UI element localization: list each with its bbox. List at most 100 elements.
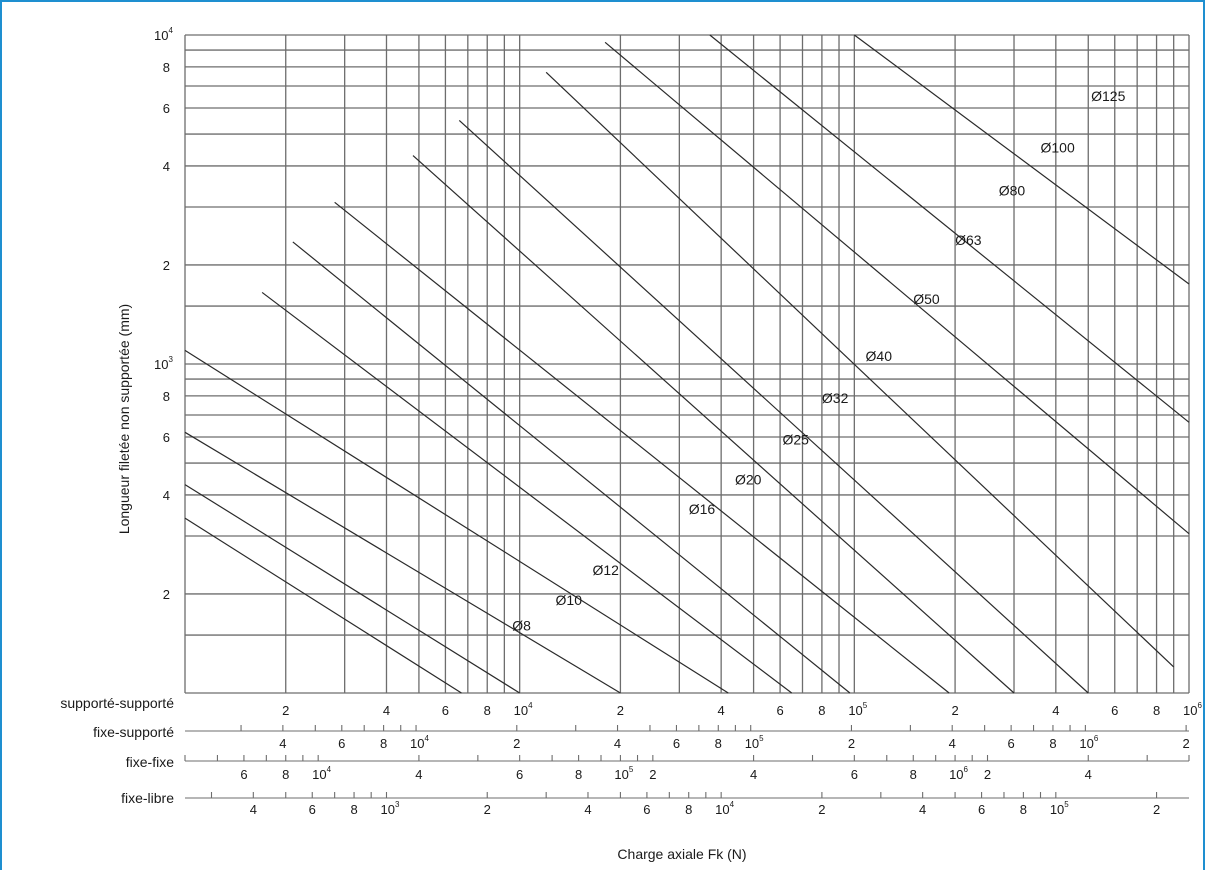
scale-tick-label: 8: [350, 802, 357, 817]
series-label: Ø50: [913, 291, 940, 307]
scale-tick-label: 4: [718, 703, 725, 718]
scale-tick-label: 2: [484, 802, 491, 817]
y-tick-label: 4: [163, 488, 170, 503]
scale-tick-label: 2: [1153, 802, 1160, 817]
scale-tick-label: 2: [282, 703, 289, 718]
scale-tick-label: 6: [673, 736, 680, 751]
scale-tick-label: 106: [1079, 734, 1098, 751]
scale-fixe-fixe: fixe-fixe 6 8 104 4 6 8 105 2 4 6 8 106 2 4: [126, 754, 1190, 782]
scale-tick-label: 104: [312, 765, 331, 782]
series-label: Ø25: [782, 431, 809, 447]
scale-name: fixe-supporté: [93, 724, 174, 740]
scale-tick-label: 6: [240, 767, 247, 782]
scale-tick-label: 6: [516, 767, 523, 782]
scale-tick-label: 105: [614, 765, 633, 782]
series-label: Ø10: [556, 592, 583, 608]
y-axis-label: Longueur filetée non supportée (mm): [116, 304, 132, 534]
scale-tick-label: 6: [851, 767, 858, 782]
series-line: [261, 291, 793, 694]
series-line: [184, 484, 520, 694]
y-tick-label: 104: [154, 26, 173, 43]
series-line: [184, 517, 462, 694]
scale-tick-label: 6: [338, 736, 345, 751]
series-labels: Ø8 Ø10 Ø12 Ø16 Ø20 Ø25 Ø32 Ø40 Ø50 Ø63 Ø80 Ø100 Ø125: [512, 88, 1125, 633]
scale-tick-label: 6: [1008, 736, 1015, 751]
scale-tick-label: 104: [410, 734, 429, 751]
series-line: [604, 41, 1190, 535]
scale-tick-label: 2: [984, 767, 991, 782]
series-label: Ø32: [822, 390, 849, 406]
scale-tick-label: 2: [617, 703, 624, 718]
y-tick-label: 6: [163, 101, 170, 116]
scale-tick-label: 8: [282, 767, 289, 782]
scale-tick-label: 4: [584, 802, 591, 817]
scale-tick-label: 4: [1052, 703, 1059, 718]
scale-tick-label: 105: [745, 734, 764, 751]
scale-tick-label: 8: [818, 703, 825, 718]
scale-tick-label: 106: [949, 765, 968, 782]
scale-tick-label: 104: [514, 701, 533, 718]
scale-tick-label: 6: [1111, 703, 1118, 718]
scale-supporté-supporté: supporté-supporté 2 4 6 8 104 2 4 6 8 105 2 4 6 8 106: [60, 695, 1202, 718]
scale-tick-label: 4: [614, 736, 621, 751]
scale-name: fixe-libre: [121, 790, 174, 806]
scale-tick-label: 4: [279, 736, 286, 751]
scale-tick-label: 8: [910, 767, 917, 782]
scale-fixe-libre: fixe-libre 4 6 8 103 2 4 6 8 104 2 4 6 8 105 2: [121, 790, 1189, 817]
y-tick-label: 6: [163, 430, 170, 445]
scale-tick-label: 8: [575, 767, 582, 782]
scale-tick-label: 4: [250, 802, 257, 817]
series-line: [184, 349, 729, 694]
scale-fixe-supporté: fixe-supporté 4 6 8 104 2 4 6 8 105 2 4 6 8 106 2: [93, 724, 1190, 751]
series-label: Ø63: [955, 232, 982, 248]
scale-tick-label: 6: [309, 802, 316, 817]
x-axis-label: Charge axiale Fk (N): [617, 846, 746, 862]
scale-tick-label: 8: [1020, 802, 1027, 817]
scale-tick-label: 4: [383, 703, 390, 718]
scale-tick-label: 2: [818, 802, 825, 817]
scale-tick-label: 105: [1050, 800, 1069, 817]
scale-tick-label: 2: [513, 736, 520, 751]
series-line: [853, 34, 1190, 285]
y-tick-label: 8: [163, 60, 170, 75]
y-tick-label: 103: [154, 355, 173, 372]
scale-tick-label: 8: [1153, 703, 1160, 718]
series-line: [334, 201, 950, 694]
y-axis-ticks: 2 4 6 8 103 2 4 6 8 104: [154, 26, 173, 602]
series-label: Ø100: [1041, 139, 1075, 155]
series-label: Ø8: [512, 617, 531, 633]
series-label: Ø16: [689, 501, 716, 517]
scale-tick-label: 105: [848, 701, 867, 718]
y-tick-label: 2: [163, 587, 170, 602]
scale-tick-label: 2: [1183, 736, 1190, 751]
scale-tick-label: 6: [978, 802, 985, 817]
series-line: [545, 71, 1175, 668]
scale-tick-label: 6: [776, 703, 783, 718]
series-line: [292, 241, 851, 694]
series-label: Ø12: [592, 562, 619, 578]
scale-tick-label: 4: [415, 767, 422, 782]
scale-tick-label: 6: [442, 703, 449, 718]
scale-tick-label: 4: [949, 736, 956, 751]
series-label: Ø20: [735, 472, 762, 488]
scale-tick-label: 2: [649, 767, 656, 782]
scale-tick-label: 4: [1085, 767, 1092, 782]
horizontal-gridlines: [185, 34, 1189, 694]
scale-tick-label: 4: [750, 767, 757, 782]
scale-name: fixe-fixe: [126, 754, 174, 770]
scale-tick-label: 8: [715, 736, 722, 751]
y-tick-label: 4: [163, 159, 170, 174]
series-line: [709, 34, 1190, 423]
scale-tick-label: 8: [685, 802, 692, 817]
scale-name: supporté-supporté: [60, 695, 174, 711]
series-line: [458, 119, 1089, 694]
series-label: Ø40: [866, 348, 893, 364]
scale-tick-label: 6: [643, 802, 650, 817]
scale-tick-label: 2: [951, 703, 958, 718]
scale-tick-label: 106: [1183, 701, 1202, 718]
series-label: Ø80: [999, 183, 1026, 199]
series-label: Ø125: [1091, 88, 1125, 104]
scale-tick-label: 8: [380, 736, 387, 751]
x-axis-scales: supporté-supporté 2 4 6 8 104 2 4 6 8 105 2 4 6 8 106fi…: [60, 695, 1202, 817]
